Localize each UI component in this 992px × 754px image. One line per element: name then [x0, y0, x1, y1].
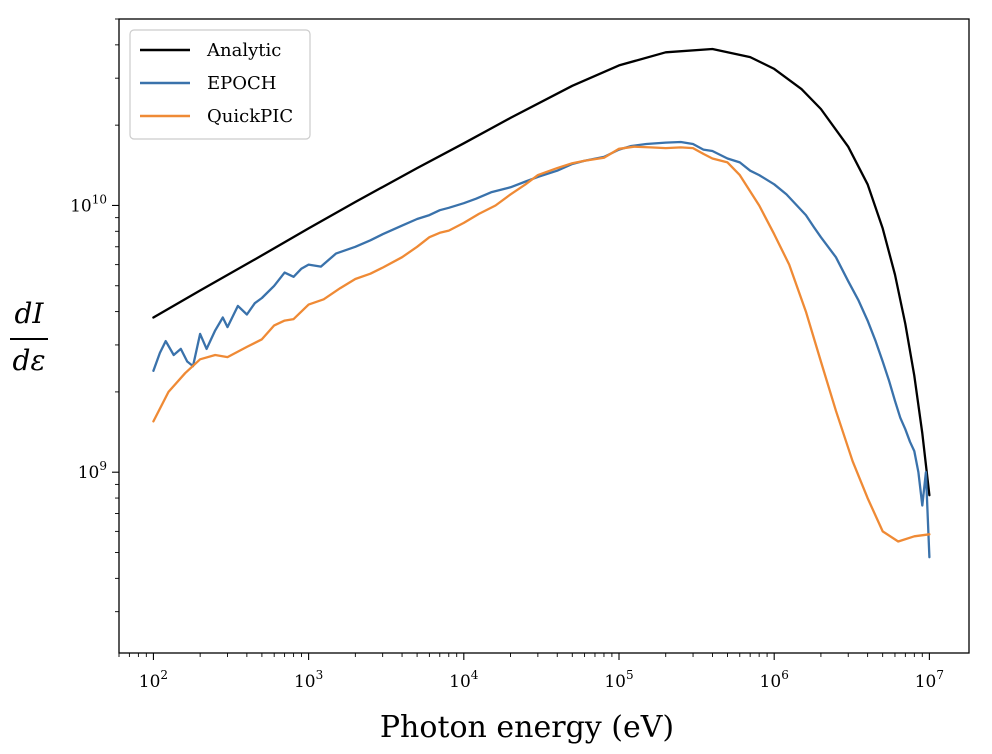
y-axis-label-numerator: dI [15, 297, 45, 330]
y-tick-label: 1010 [70, 192, 107, 216]
x-tick-label: 103 [294, 668, 323, 692]
y-axis-label: dI dε [10, 297, 48, 377]
series-line-quickpic [152, 145, 931, 543]
legend-label-analytic: Analytic [206, 40, 281, 61]
x-axis-label: Photon energy (eV) [380, 710, 674, 745]
series-line-analytic [152, 47, 931, 497]
y-tick-labels: 109 1010 [70, 192, 107, 483]
legend-label-quickpic: QuickPIC [207, 106, 293, 127]
minor-ticks [115, 18, 923, 657]
x-tick-label: 104 [449, 668, 479, 692]
x-tick-label: 105 [604, 668, 633, 692]
x-tick-label: 102 [139, 668, 168, 692]
x-tick-labels: 102 103 104 105 106 107 [139, 668, 944, 692]
legend: Analytic EPOCH QuickPIC [129, 29, 311, 140]
y-tick-label: 109 [78, 459, 107, 483]
legend-label-epoch: EPOCH [207, 73, 276, 94]
x-tick-label: 107 [915, 668, 944, 692]
x-tick-label: 106 [760, 668, 789, 692]
series-group [152, 47, 931, 559]
y-axis-label-denominator: dε [13, 344, 46, 377]
legend-frame [129, 29, 311, 140]
series-line-epoch [152, 140, 931, 559]
major-ticks [112, 204, 930, 660]
